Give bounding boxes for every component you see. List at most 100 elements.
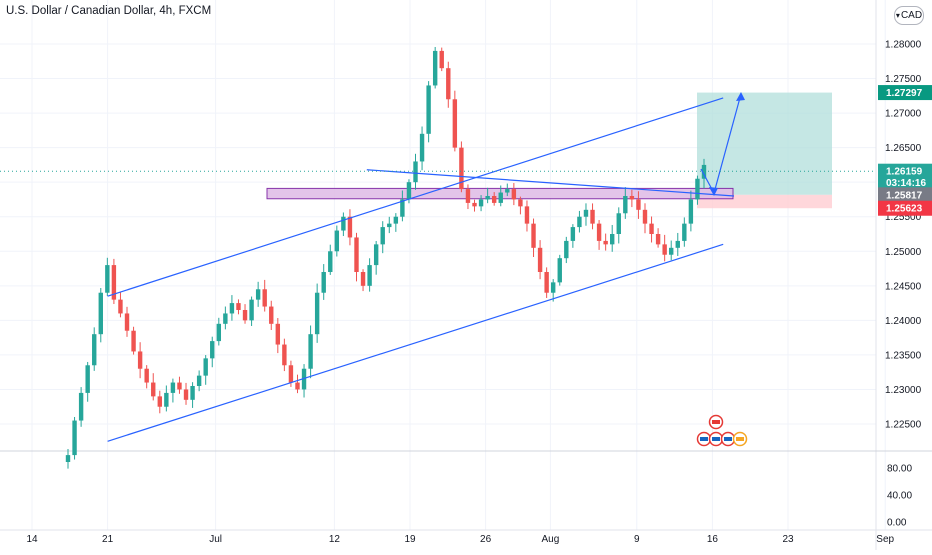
candle-body[interactable] (373, 244, 379, 266)
candle-body[interactable] (308, 334, 313, 369)
candle-body[interactable] (531, 223, 536, 248)
candle-body[interactable] (452, 99, 458, 148)
take-profit-zone[interactable] (697, 92, 832, 195)
candle-body[interactable] (465, 189, 471, 203)
currency-badge[interactable]: ▾CAD (894, 6, 924, 25)
candle-body[interactable] (518, 199, 523, 207)
candle-body[interactable] (295, 382, 300, 390)
candle-body[interactable] (380, 227, 385, 245)
candle-body[interactable] (210, 341, 215, 359)
candle-body[interactable] (583, 209, 589, 217)
candle-body[interactable] (367, 265, 372, 286)
candle-body[interactable] (642, 209, 648, 224)
channel-bottom-trendline[interactable] (107, 243, 724, 442)
candle-body[interactable] (223, 313, 228, 324)
candle-body[interactable] (393, 216, 399, 224)
candle-body[interactable] (190, 386, 195, 400)
candle-body[interactable] (275, 323, 281, 345)
candle-body[interactable] (105, 265, 110, 293)
candle-body[interactable] (229, 303, 235, 314)
candle-body[interactable] (65, 455, 71, 462)
candle-body[interactable] (387, 223, 392, 228)
candle-body[interactable] (603, 240, 608, 245)
candle-body[interactable] (544, 272, 549, 293)
candle-body[interactable] (360, 272, 366, 286)
candle-body[interactable] (301, 368, 307, 390)
candle-body[interactable] (170, 382, 176, 393)
candle-body[interactable] (649, 223, 654, 234)
candle-body[interactable] (459, 147, 464, 190)
candle-body[interactable] (688, 199, 694, 224)
candle-body[interactable] (564, 240, 569, 259)
candle-body[interactable] (577, 216, 582, 228)
candle-body[interactable] (111, 265, 117, 300)
candle-body[interactable] (623, 196, 628, 214)
candle-body[interactable] (610, 234, 615, 245)
candle-body[interactable] (432, 50, 438, 86)
candle-body[interactable] (92, 334, 97, 366)
candle-body[interactable] (557, 258, 562, 283)
candle-body[interactable] (72, 420, 77, 456)
descending-resistance-trendline[interactable] (366, 169, 735, 197)
candle-body[interactable] (242, 310, 248, 321)
candle-body[interactable] (662, 244, 667, 255)
candle-body[interactable] (596, 223, 602, 241)
candle-body[interactable] (472, 202, 477, 207)
candle-body[interactable] (400, 199, 405, 217)
candle-body[interactable] (216, 323, 222, 342)
candle-body[interactable] (177, 382, 182, 390)
candle-body[interactable] (203, 358, 208, 376)
candle-body[interactable] (406, 182, 412, 200)
candle-body[interactable] (701, 164, 707, 179)
candle-body[interactable] (157, 396, 162, 407)
candle-body[interactable] (124, 313, 130, 331)
candle-body[interactable] (439, 50, 444, 69)
candle-body[interactable] (328, 251, 333, 272)
candle-body[interactable] (354, 237, 359, 272)
candle-body[interactable] (78, 392, 84, 421)
candle-body[interactable] (636, 199, 641, 210)
candle-body[interactable] (695, 178, 700, 200)
candle-body[interactable] (413, 161, 418, 183)
candle-body[interactable] (616, 213, 621, 234)
candle-body[interactable] (183, 389, 189, 400)
candle-body[interactable] (196, 375, 202, 386)
candle-body[interactable] (537, 247, 543, 272)
candle-body[interactable] (131, 330, 136, 352)
candle-body[interactable] (491, 196, 497, 203)
candle-body[interactable] (524, 206, 530, 224)
candle-body[interactable] (98, 292, 103, 335)
candle-body[interactable] (118, 299, 123, 314)
candle-body[interactable] (682, 223, 687, 241)
candle-body[interactable] (511, 189, 517, 200)
candle-body[interactable] (151, 382, 156, 397)
candle-body[interactable] (236, 303, 241, 310)
candle-body[interactable] (446, 68, 451, 100)
candle-body[interactable] (426, 85, 431, 134)
candle-body[interactable] (262, 289, 267, 307)
candle-body[interactable] (255, 289, 261, 300)
candle-body[interactable] (550, 282, 556, 293)
candle-body[interactable] (669, 247, 674, 255)
candle-body[interactable] (314, 292, 320, 335)
candle-body[interactable] (144, 368, 149, 383)
candle-body[interactable] (137, 351, 143, 369)
candle-body[interactable] (655, 234, 661, 245)
candle-body[interactable] (249, 299, 254, 321)
candle-body[interactable] (485, 196, 490, 200)
candle-body[interactable] (269, 306, 274, 324)
candle-body[interactable] (498, 192, 503, 203)
candle-body[interactable] (321, 272, 326, 293)
candle-body[interactable] (505, 189, 510, 193)
candle-body[interactable] (288, 365, 294, 383)
candle-body[interactable] (164, 392, 169, 407)
candle-body[interactable] (478, 199, 484, 207)
candle-body[interactable] (419, 133, 425, 162)
candle-body[interactable] (570, 227, 576, 241)
candle-body[interactable] (85, 365, 90, 393)
channel-top-trendline[interactable] (107, 97, 724, 297)
candle-body[interactable] (590, 209, 595, 224)
candle-body[interactable] (334, 230, 340, 252)
